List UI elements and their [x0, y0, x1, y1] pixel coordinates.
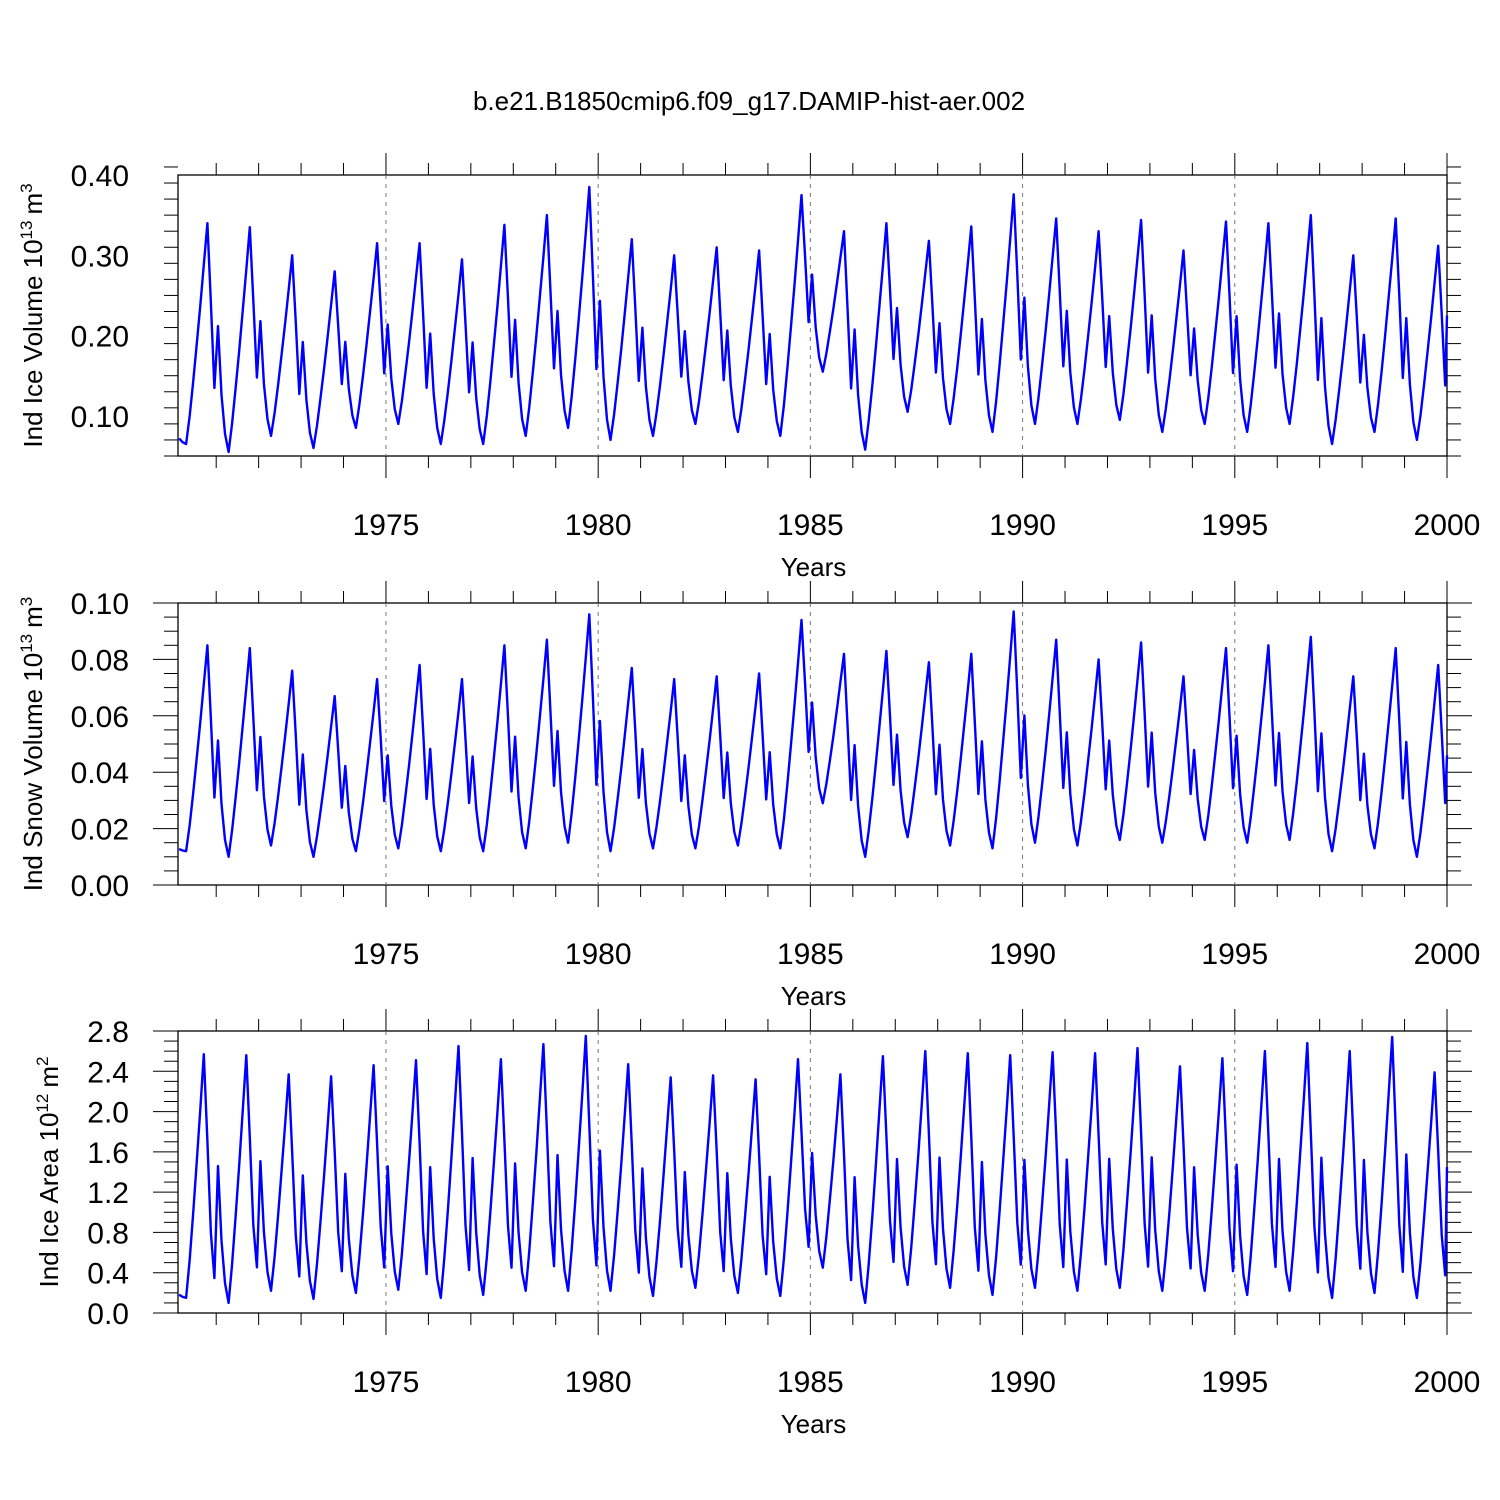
x-tick-label-1985: 1985	[777, 509, 844, 542]
y-axis-title-unit: m	[34, 1066, 64, 1088]
panel-1: 1975 1980 1985 1990 1995 2000 Years 0.10 0.20 0.3…	[17, 153, 1480, 582]
y-axis-title-unit: m	[18, 606, 48, 628]
y-tick-label-0.06: 0.06	[71, 701, 129, 734]
x-tick-label-2000: 2000	[1414, 938, 1481, 971]
y-axis-title-main: Ind Ice Volume 10	[18, 239, 48, 447]
y-tick-label-0.40: 0.40	[71, 160, 129, 193]
y-tick-label-1.6: 1.6	[87, 1137, 129, 1170]
y-axis-title-unit-exponent: 2	[33, 1057, 52, 1066]
y-tick-label-2.0: 2.0	[87, 1097, 129, 1130]
x-tick-label-1995: 1995	[1201, 509, 1268, 542]
y-axis-title-exponent: 13	[17, 221, 36, 240]
x-tick-label-1975: 1975	[353, 1366, 420, 1399]
x-axis-title: Years	[781, 552, 847, 582]
x-axis-title: Years	[781, 1409, 847, 1439]
x-tick-label-2000: 2000	[1414, 509, 1481, 542]
x-tick-label-2000: 2000	[1414, 1366, 1481, 1399]
x-tick-label-1985: 1985	[777, 1366, 844, 1399]
y-axis-title-exponent: 12	[33, 1094, 52, 1113]
x-tick-label-1975: 1975	[353, 509, 420, 542]
x-tick-label-1980: 1980	[565, 1366, 632, 1399]
x-tick-label-1980: 1980	[565, 938, 632, 971]
panel-2: 1975 1980 1985 1990 1995 2000 Years 0.00 0.02 0.0…	[17, 581, 1480, 1011]
x-tick-label-1995: 1995	[1201, 938, 1268, 971]
y-tick-label-0.00: 0.00	[71, 870, 129, 903]
y-tick-label-0.04: 0.04	[71, 757, 129, 790]
y-tick-label-0.8: 0.8	[87, 1217, 129, 1250]
x-tick-label-1975: 1975	[353, 938, 420, 971]
x-tick-label-1990: 1990	[989, 938, 1056, 971]
y-axis-title: Ind Ice Volume 1013 m3	[17, 183, 48, 447]
y-axis-title-main: Ind Ice Area 10	[34, 1113, 64, 1288]
figure-title: b.e21.B1850cmip6.f09_g17.DAMIP-hist-aer.…	[473, 86, 1025, 116]
y-axis-title: Ind Snow Volume 1013 m3	[17, 597, 48, 892]
y-tick-label-0.10: 0.10	[71, 401, 129, 434]
y-tick-label-0.4: 0.4	[87, 1258, 129, 1291]
x-tick-label-1990: 1990	[989, 1366, 1056, 1399]
y-tick-label-0.20: 0.20	[71, 321, 129, 354]
y-tick-label-2.4: 2.4	[87, 1056, 129, 1089]
x-tick-label-1985: 1985	[777, 938, 844, 971]
series-line-ice_area	[178, 1034, 1449, 1305]
y-axis-title: Ind Ice Area 1012 m2	[33, 1057, 64, 1288]
x-tick-label-1980: 1980	[565, 509, 632, 542]
y-tick-label-0.08: 0.08	[71, 644, 129, 677]
y-tick-label-2.8: 2.8	[87, 1016, 129, 1049]
x-tick-label-1995: 1995	[1201, 1366, 1268, 1399]
y-axis-title-exponent: 13	[17, 634, 36, 653]
y-axis-title-unit-exponent: 3	[17, 597, 36, 606]
y-axis-title-unit-exponent: 3	[17, 183, 36, 192]
y-axis-title-unit: m	[18, 193, 48, 215]
y-axis-title-main: Ind Snow Volume 10	[18, 653, 48, 892]
y-tick-label-0.02: 0.02	[71, 814, 129, 847]
series-line-ice_volume	[178, 185, 1449, 454]
y-tick-label-1.2: 1.2	[87, 1177, 129, 1210]
x-axis-title: Years	[781, 981, 847, 1011]
series-line-snow_volume	[178, 610, 1449, 858]
x-tick-label-1990: 1990	[989, 509, 1056, 542]
y-tick-label-0.10: 0.10	[71, 588, 129, 621]
panel-3: 1975 1980 1985 1990 1995 2000 Years 0.0 0.4 0.8 1.…	[33, 1009, 1480, 1439]
y-tick-label-0.30: 0.30	[71, 240, 129, 273]
y-tick-label-0.0: 0.0	[87, 1298, 129, 1331]
